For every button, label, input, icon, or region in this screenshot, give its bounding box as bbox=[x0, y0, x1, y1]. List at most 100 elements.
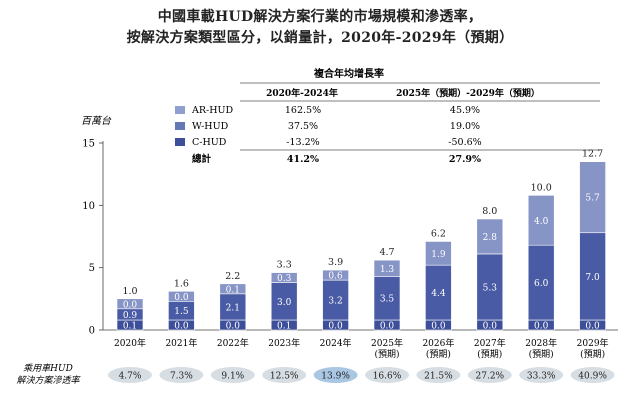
penetration-value-6: 21.5% bbox=[424, 372, 453, 382]
total-label-0: 1.0 bbox=[122, 286, 137, 297]
penetration-badge-9 bbox=[570, 367, 615, 383]
x-tick-label: (預期) bbox=[477, 349, 502, 360]
bar-w-hud-9 bbox=[579, 232, 606, 321]
penetration-value-2: 9.1% bbox=[221, 372, 244, 382]
bar-w-hud-3 bbox=[270, 282, 298, 321]
total-label-9: 12.7 bbox=[582, 149, 603, 160]
x-tick-label: 2029年 bbox=[577, 337, 609, 349]
cagr-ar-hud-1: 162.5% bbox=[285, 105, 321, 116]
penetration-badge-5 bbox=[365, 367, 409, 383]
cagr-total-2: 27.9% bbox=[449, 154, 481, 165]
total-label-4: 3.9 bbox=[328, 257, 343, 268]
x-tick-label: 2026年 bbox=[422, 337, 454, 349]
x-tick-label: (預期) bbox=[426, 349, 451, 360]
bar-ar-hud-5 bbox=[373, 259, 401, 277]
x-tick-label: 2027年 bbox=[474, 337, 506, 349]
penetration-value-7: 27.2% bbox=[476, 372, 505, 382]
bar-ar-hud-3 bbox=[270, 272, 298, 283]
penetration-value-8: 33.3% bbox=[527, 372, 556, 382]
penetration-value-9: 40.9% bbox=[578, 372, 607, 382]
cagr-w-hud-1: 37.5% bbox=[288, 121, 318, 132]
penetration-value-3: 12.5% bbox=[270, 372, 299, 382]
cagr-header: 複合年均增長率 bbox=[313, 67, 384, 80]
y-axis-label: 百萬台 bbox=[81, 115, 112, 127]
cagr-col1-header: 2020年-2024年 bbox=[266, 87, 338, 99]
data-label-w-hud-3: 3.0 bbox=[277, 298, 292, 308]
data-label-w-hud-5: 3.5 bbox=[380, 295, 395, 305]
penetration-label-line-2: 解決方案滲透率 bbox=[16, 375, 81, 386]
cagr-table: 複合年均增長率 2020年-2024年 2025年（預期）-2029年（預期） … bbox=[175, 67, 600, 165]
bar-w-hud-6 bbox=[425, 264, 452, 321]
data-label-w-hud-0: 0.9 bbox=[123, 311, 138, 321]
bar-ar-hud-4 bbox=[322, 269, 349, 281]
cagr-c-hud-2: -50.6% bbox=[448, 137, 481, 148]
data-label-w-hud-7: 5.3 bbox=[483, 283, 498, 293]
total-label-5: 4.7 bbox=[379, 247, 394, 258]
penetration-row: 4.7% 7.3% 9.1% 12.5% 13.9% 16.6% 21.5% 27.2% 33.… bbox=[108, 367, 615, 383]
x-tick-label: (預期) bbox=[580, 349, 605, 360]
bar-ar-hud-7 bbox=[476, 218, 504, 255]
penetration-badge-6 bbox=[416, 367, 461, 383]
data-label-ar-hud-7: 2.8 bbox=[483, 233, 498, 243]
data-label-ar-hud-9: 5.7 bbox=[585, 194, 600, 204]
data-label-c-hud-0: 0.1 bbox=[123, 322, 137, 332]
penetration-badge-0 bbox=[108, 367, 152, 383]
data-label-ar-hud-5: 1.3 bbox=[380, 265, 395, 275]
data-label-c-hud-1: 0.0 bbox=[174, 322, 189, 332]
penetration-value-4: 13.9% bbox=[321, 372, 350, 382]
plot-area: 0510150.10.90.01.02020年0.01.50.01.62021年… bbox=[82, 139, 618, 360]
chart-title-line-2: 按解決方案類型區分，以銷量計，2020年-2029年（預期） bbox=[126, 30, 514, 46]
x-tick-label: 2024年 bbox=[320, 337, 352, 349]
cagr-total-label: 總計 bbox=[192, 153, 212, 165]
bar-ar-hud-1 bbox=[168, 290, 195, 302]
x-tick-label: 2023年 bbox=[268, 337, 300, 349]
bar-ar-hud-9 bbox=[579, 161, 606, 234]
data-label-ar-hud-3: 0.3 bbox=[277, 274, 292, 284]
cagr-w-hud-2: 19.0% bbox=[450, 121, 480, 132]
data-label-ar-hud-8: 4.0 bbox=[534, 217, 549, 227]
data-label-c-hud-5: 0.0 bbox=[380, 322, 395, 332]
data-label-c-hud-6: 0.0 bbox=[431, 322, 446, 332]
data-label-ar-hud-2: 0.1 bbox=[226, 285, 240, 295]
legend-label-c-hud: C-HUD bbox=[192, 137, 227, 148]
total-label-6: 6.2 bbox=[431, 228, 446, 239]
bar-ar-hud-6 bbox=[425, 241, 452, 266]
data-label-ar-hud-6: 1.9 bbox=[431, 250, 446, 260]
bar-w-hud-8 bbox=[527, 244, 555, 321]
data-label-w-hud-9: 7.0 bbox=[585, 273, 600, 283]
legend-swatch-c-hud bbox=[175, 138, 185, 146]
total-label-1: 1.6 bbox=[174, 278, 189, 289]
y-tick-label: 15 bbox=[82, 139, 95, 150]
total-label-3: 3.3 bbox=[277, 260, 292, 271]
data-label-c-hud-7: 0.0 bbox=[483, 322, 498, 332]
penetration-badge-1 bbox=[159, 367, 204, 383]
data-label-ar-hud-1: 0.0 bbox=[174, 293, 189, 303]
bar-ar-hud-8 bbox=[527, 195, 555, 246]
y-tick-label: 10 bbox=[82, 201, 95, 212]
penetration-value-0: 4.7% bbox=[119, 372, 142, 382]
data-label-c-hud-8: 0.0 bbox=[534, 322, 549, 332]
legend-label-ar-hud: AR-HUD bbox=[191, 105, 234, 116]
x-tick-label: (預期) bbox=[374, 349, 399, 360]
cagr-ar-hud-2: 45.9% bbox=[450, 105, 480, 116]
data-label-w-hud-4: 3.2 bbox=[328, 297, 342, 307]
data-label-w-hud-8: 6.0 bbox=[534, 279, 549, 289]
data-label-ar-hud-4: 0.6 bbox=[328, 272, 343, 282]
data-label-ar-hud-0: 0.0 bbox=[123, 300, 138, 310]
penetration-badge-8 bbox=[519, 367, 564, 383]
x-tick-label: 2028年 bbox=[525, 337, 557, 349]
x-tick-label: (預期) bbox=[529, 349, 554, 360]
penetration-badge-3 bbox=[262, 367, 307, 383]
y-tick-label: 5 bbox=[89, 263, 95, 274]
chart-title-line-1: 中國車載HUD解決方案行業的市場規模和滲透率， bbox=[157, 9, 483, 25]
x-tick-label: 2025年 bbox=[371, 337, 403, 349]
bar-ar-hud-0 bbox=[116, 298, 144, 310]
data-label-c-hud-2: 0.0 bbox=[226, 322, 241, 332]
total-label-2: 2.2 bbox=[225, 271, 240, 282]
penetration-badge-2 bbox=[210, 367, 255, 383]
x-tick-label: 2020年 bbox=[114, 337, 146, 349]
cagr-c-hud-1: -13.2% bbox=[286, 137, 319, 148]
penetration-badge-4 bbox=[313, 367, 358, 383]
data-label-w-hud-6: 4.4 bbox=[431, 289, 446, 299]
data-label-w-hud-1: 1.5 bbox=[174, 307, 189, 317]
